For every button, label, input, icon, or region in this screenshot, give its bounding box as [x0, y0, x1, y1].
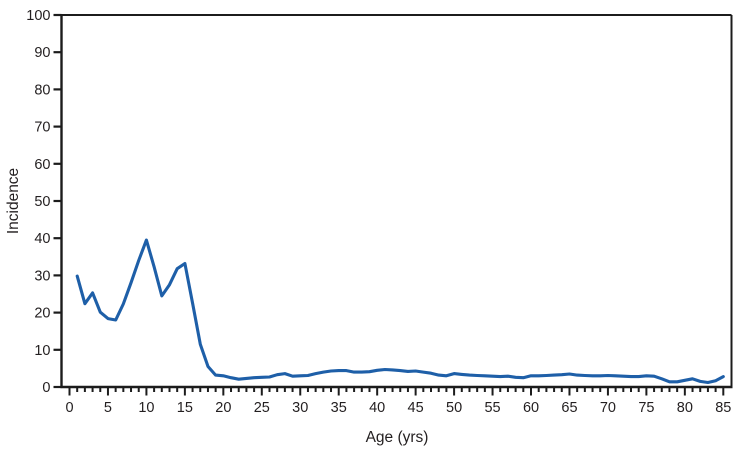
y-tick-label: 100 — [26, 8, 50, 24]
x-tick-label: 80 — [677, 400, 693, 416]
x-tick-label: 60 — [523, 400, 539, 416]
y-tick-label: 60 — [34, 157, 50, 173]
x-tick-label: 50 — [446, 400, 462, 416]
y-tick-label: 0 — [42, 380, 50, 396]
x-tick-label: 35 — [331, 400, 347, 416]
y-tick-label: 10 — [34, 343, 50, 359]
y-tick-label: 20 — [34, 306, 50, 322]
x-axis-title: Age (yrs) — [366, 429, 429, 446]
x-tick-label: 30 — [292, 400, 308, 416]
x-tick-label: 40 — [369, 400, 385, 416]
x-tick-label: 65 — [561, 400, 577, 416]
x-tick-label: 15 — [177, 400, 193, 416]
x-tick-label: 20 — [215, 400, 231, 416]
x-tick-label: 45 — [408, 400, 424, 416]
x-axis-ticks: 0 5 10 15 20 25 30 35 40 45 50 55 60 65 70 75 80 85 — [65, 387, 731, 416]
y-tick-label: 90 — [34, 45, 50, 61]
x-tick-label: 55 — [484, 400, 500, 416]
x-tick-label: 10 — [138, 400, 154, 416]
y-tick-label: 80 — [34, 82, 50, 98]
y-axis-ticks: 0 10 20 30 40 50 60 70 80 90 100 — [26, 8, 62, 396]
x-tick-label: 75 — [638, 400, 654, 416]
x-tick-label: 25 — [254, 400, 270, 416]
y-axis-title: Incidence — [5, 168, 22, 234]
y-tick-label: 50 — [34, 194, 50, 210]
axes-frame — [60, 14, 733, 389]
y-tick-label: 70 — [34, 120, 50, 136]
incidence-series-line — [75, 238, 725, 385]
y-tick-label: 30 — [34, 268, 50, 284]
y-tick-label: 40 — [34, 231, 50, 247]
x-tick-label: 85 — [715, 400, 731, 416]
x-tick-label: 0 — [65, 400, 73, 416]
x-tick-label: 5 — [104, 400, 112, 416]
x-tick-label: 70 — [600, 400, 616, 416]
